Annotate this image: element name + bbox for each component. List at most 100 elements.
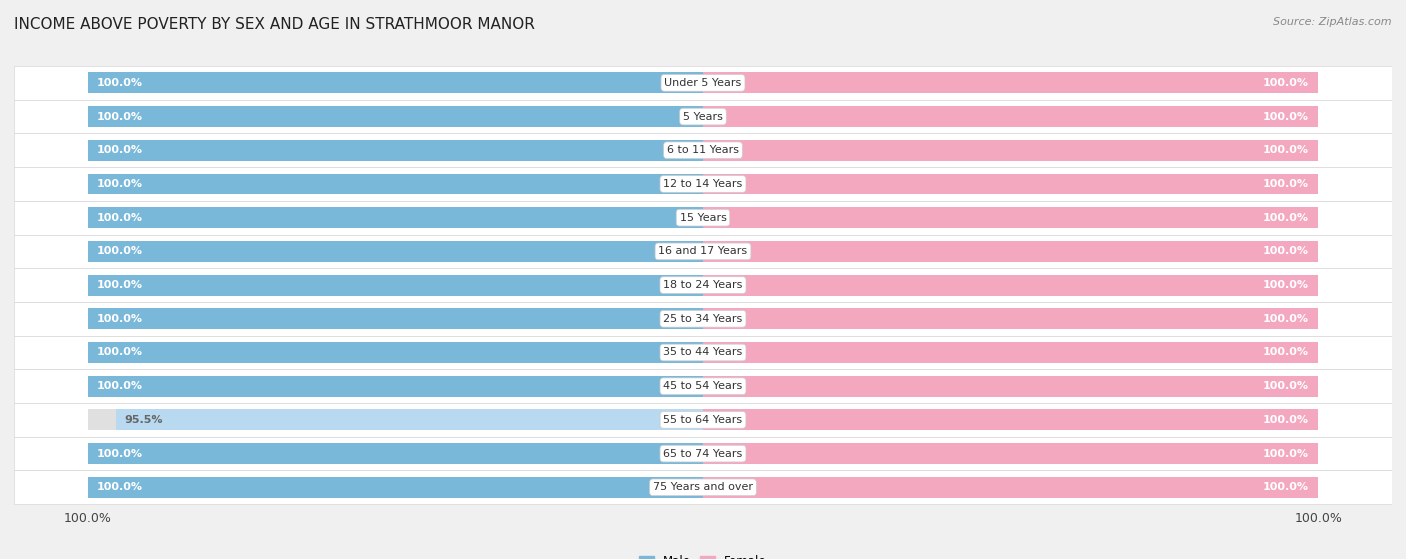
Bar bbox=[14, 437, 1392, 471]
Text: 65 to 74 Years: 65 to 74 Years bbox=[664, 449, 742, 458]
Bar bbox=[87, 477, 703, 498]
Bar bbox=[87, 73, 703, 93]
Bar bbox=[14, 403, 1392, 437]
Text: 12 to 14 Years: 12 to 14 Years bbox=[664, 179, 742, 189]
Bar bbox=[87, 443, 703, 464]
Text: 25 to 34 Years: 25 to 34 Years bbox=[664, 314, 742, 324]
Bar bbox=[87, 376, 703, 397]
Bar bbox=[703, 309, 1319, 329]
Bar bbox=[703, 477, 1319, 498]
Bar bbox=[703, 207, 1319, 228]
Text: 100.0%: 100.0% bbox=[1263, 348, 1309, 358]
Bar bbox=[87, 73, 703, 93]
Text: 100.0%: 100.0% bbox=[1263, 179, 1309, 189]
Bar bbox=[703, 106, 1319, 127]
Bar bbox=[87, 443, 703, 464]
Bar bbox=[14, 302, 1392, 335]
Bar bbox=[14, 100, 1392, 134]
Bar bbox=[87, 241, 703, 262]
Bar bbox=[703, 443, 1319, 464]
Bar bbox=[87, 376, 703, 397]
Bar bbox=[703, 409, 1319, 430]
Bar bbox=[87, 140, 703, 161]
Text: Under 5 Years: Under 5 Years bbox=[665, 78, 741, 88]
Bar bbox=[115, 409, 703, 430]
Bar bbox=[703, 73, 1319, 93]
Text: 15 Years: 15 Years bbox=[679, 212, 727, 222]
Bar bbox=[87, 140, 703, 161]
Text: 100.0%: 100.0% bbox=[1263, 415, 1309, 425]
Text: 75 Years and over: 75 Years and over bbox=[652, 482, 754, 492]
Bar bbox=[87, 173, 703, 195]
Bar bbox=[87, 309, 703, 329]
Text: 18 to 24 Years: 18 to 24 Years bbox=[664, 280, 742, 290]
Bar bbox=[14, 235, 1392, 268]
Bar bbox=[87, 477, 703, 498]
Text: 55 to 64 Years: 55 to 64 Years bbox=[664, 415, 742, 425]
Bar bbox=[703, 241, 1319, 262]
Text: 6 to 11 Years: 6 to 11 Years bbox=[666, 145, 740, 155]
Bar bbox=[703, 342, 1319, 363]
Text: INCOME ABOVE POVERTY BY SEX AND AGE IN STRATHMOOR MANOR: INCOME ABOVE POVERTY BY SEX AND AGE IN S… bbox=[14, 17, 534, 32]
Bar bbox=[703, 342, 1319, 363]
Text: 16 and 17 Years: 16 and 17 Years bbox=[658, 247, 748, 257]
Bar bbox=[14, 471, 1392, 504]
Bar bbox=[703, 140, 1319, 161]
Bar bbox=[703, 173, 1319, 195]
Text: 95.5%: 95.5% bbox=[125, 415, 163, 425]
Bar bbox=[703, 73, 1319, 93]
Bar bbox=[703, 443, 1319, 464]
Bar bbox=[87, 173, 703, 195]
Text: 100.0%: 100.0% bbox=[1263, 314, 1309, 324]
Bar bbox=[703, 207, 1319, 228]
Text: 100.0%: 100.0% bbox=[1263, 145, 1309, 155]
Text: 35 to 44 Years: 35 to 44 Years bbox=[664, 348, 742, 358]
Bar bbox=[14, 369, 1392, 403]
Text: 100.0%: 100.0% bbox=[97, 212, 143, 222]
Text: 100.0%: 100.0% bbox=[97, 280, 143, 290]
Bar bbox=[87, 274, 703, 296]
Bar bbox=[14, 66, 1392, 100]
Text: 100.0%: 100.0% bbox=[97, 482, 143, 492]
Text: 100.0%: 100.0% bbox=[1263, 247, 1309, 257]
Bar bbox=[703, 309, 1319, 329]
Bar bbox=[14, 268, 1392, 302]
Text: 100.0%: 100.0% bbox=[97, 381, 143, 391]
Bar bbox=[87, 207, 703, 228]
Bar bbox=[87, 207, 703, 228]
Bar bbox=[703, 409, 1319, 430]
Bar bbox=[14, 335, 1392, 369]
Text: 5 Years: 5 Years bbox=[683, 112, 723, 121]
Text: 100.0%: 100.0% bbox=[1263, 112, 1309, 121]
Bar bbox=[87, 342, 703, 363]
Bar bbox=[703, 477, 1319, 498]
Bar bbox=[703, 274, 1319, 296]
Text: 100.0%: 100.0% bbox=[63, 512, 112, 525]
Bar bbox=[703, 106, 1319, 127]
Bar bbox=[87, 241, 703, 262]
Bar bbox=[703, 376, 1319, 397]
Text: 100.0%: 100.0% bbox=[97, 179, 143, 189]
Bar bbox=[703, 376, 1319, 397]
Text: 100.0%: 100.0% bbox=[1263, 212, 1309, 222]
Text: 45 to 54 Years: 45 to 54 Years bbox=[664, 381, 742, 391]
Bar bbox=[703, 274, 1319, 296]
Text: 100.0%: 100.0% bbox=[97, 247, 143, 257]
Text: 100.0%: 100.0% bbox=[1263, 381, 1309, 391]
Text: 100.0%: 100.0% bbox=[1263, 449, 1309, 458]
Text: 100.0%: 100.0% bbox=[97, 449, 143, 458]
Bar bbox=[87, 409, 703, 430]
Bar bbox=[14, 134, 1392, 167]
Text: 100.0%: 100.0% bbox=[1294, 512, 1343, 525]
Text: 100.0%: 100.0% bbox=[1263, 482, 1309, 492]
Bar bbox=[87, 274, 703, 296]
Bar bbox=[87, 309, 703, 329]
Bar bbox=[703, 140, 1319, 161]
Bar bbox=[703, 173, 1319, 195]
Text: 100.0%: 100.0% bbox=[97, 78, 143, 88]
Text: 100.0%: 100.0% bbox=[1263, 78, 1309, 88]
Text: 100.0%: 100.0% bbox=[97, 314, 143, 324]
Text: 100.0%: 100.0% bbox=[1263, 280, 1309, 290]
Bar bbox=[87, 342, 703, 363]
Legend: Male, Female: Male, Female bbox=[634, 550, 772, 559]
